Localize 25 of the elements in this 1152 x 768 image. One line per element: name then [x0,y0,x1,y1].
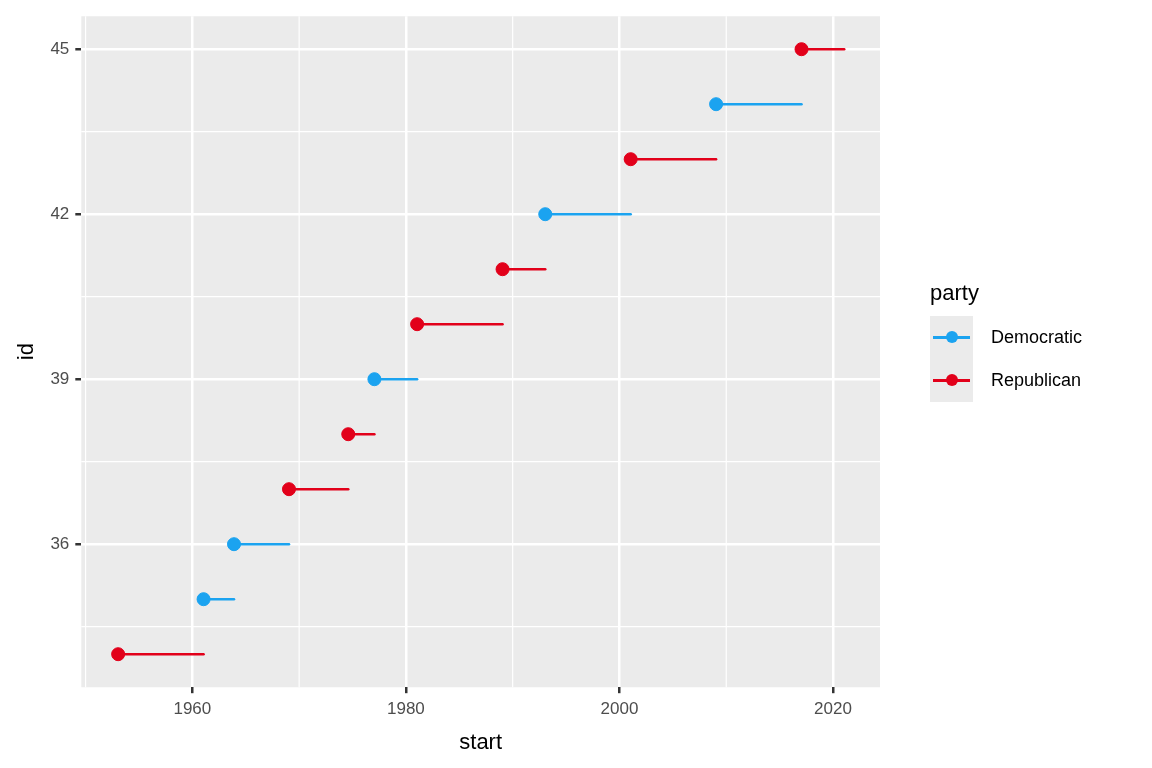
y-axis-title: id [13,343,39,361]
point [196,592,211,607]
x-tick-label: 1960 [173,699,212,719]
point [623,152,638,167]
point [709,97,724,112]
y-tick-label: 42 [50,203,70,223]
y-tick-label: 45 [50,38,70,58]
point [538,207,553,222]
legend-label: Democratic [991,327,1083,348]
point [367,372,382,387]
point [111,647,126,662]
point [794,42,809,57]
point [495,262,510,277]
legend-label: Republican [991,370,1082,391]
x-tick-label: 2020 [814,699,852,719]
legend-title: party [930,280,980,306]
x-axis-title: start [459,728,503,754]
y-tick-label: 39 [50,368,70,388]
point [341,427,356,442]
point [227,537,241,552]
y-tick-label: 36 [50,533,70,553]
point [410,317,425,332]
x-tick-label: 2000 [600,699,639,719]
point [281,482,296,497]
x-tick-label: 1980 [387,699,425,719]
